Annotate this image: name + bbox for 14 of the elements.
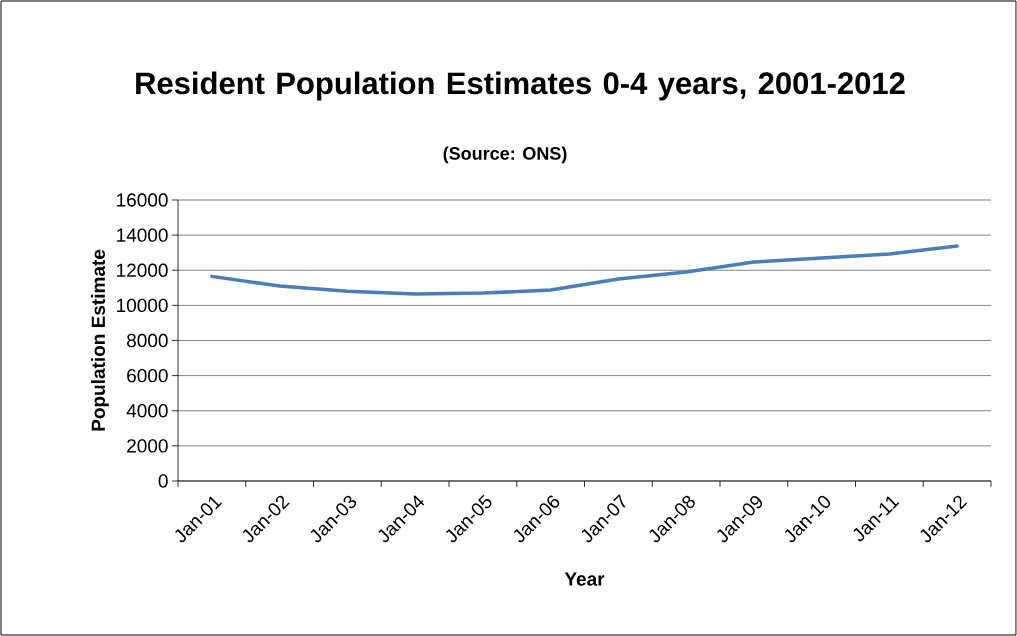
y-tick-label: 12000 xyxy=(117,263,168,277)
chart-title: Resident Population Estimates 0-4 years, 2001-2012 xyxy=(136,71,905,101)
y-axis-title: Population Estimate xyxy=(91,249,109,431)
y-tick-label: 14000 xyxy=(117,228,168,242)
y-tick-label: 6000 xyxy=(127,368,168,383)
y-tick-label: 10000 xyxy=(117,298,168,313)
x-axis-title: Year xyxy=(564,572,605,586)
y-tick-label: 2000 xyxy=(127,439,168,453)
y-tick-label: 16000 xyxy=(117,193,168,207)
y-tick-label: 4000 xyxy=(126,404,168,418)
chart-subtitle: (Source: ONS) xyxy=(443,146,567,164)
y-tick-label: 0 xyxy=(158,474,168,488)
y-tick-label: 8000 xyxy=(127,333,168,348)
line-series xyxy=(210,244,959,296)
